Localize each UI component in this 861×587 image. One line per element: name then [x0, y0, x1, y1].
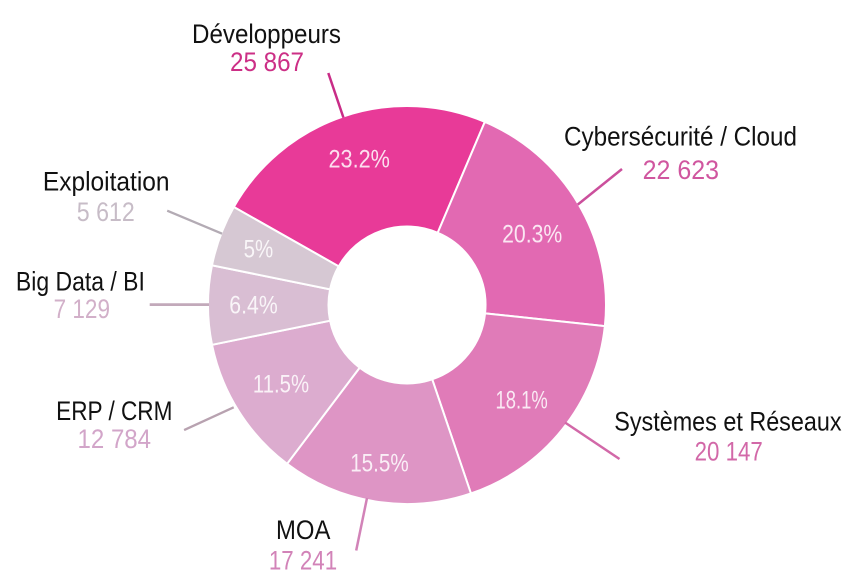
svg-text:6.4%: 6.4% [229, 292, 277, 320]
svg-text:5 612: 5 612 [77, 197, 135, 227]
svg-text:Big Data / BI: Big Data / BI [16, 266, 145, 296]
svg-text:15.5%: 15.5% [350, 450, 409, 478]
svg-text:12 784: 12 784 [78, 424, 152, 454]
svg-text:Développeurs: Développeurs [192, 19, 341, 49]
svg-text:18.1%: 18.1% [496, 386, 548, 414]
svg-text:7 129: 7 129 [54, 294, 110, 324]
svg-text:25 867: 25 867 [230, 47, 304, 77]
svg-text:23.2%: 23.2% [329, 145, 390, 173]
svg-text:Cybersécurité / Cloud: Cybersécurité / Cloud [564, 121, 797, 151]
svg-text:20.3%: 20.3% [502, 220, 562, 248]
svg-text:5%: 5% [244, 235, 274, 263]
svg-text:Systèmes et Réseaux: Systèmes et Réseaux [614, 407, 842, 437]
svg-text:22 623: 22 623 [643, 155, 719, 185]
svg-text:11.5%: 11.5% [253, 371, 309, 399]
svg-text:ERP / CRM: ERP / CRM [56, 396, 172, 426]
svg-text:MOA: MOA [276, 515, 330, 545]
svg-text:20 147: 20 147 [695, 436, 763, 466]
svg-text:17 241: 17 241 [269, 546, 337, 576]
svg-text:Exploitation: Exploitation [43, 166, 170, 196]
